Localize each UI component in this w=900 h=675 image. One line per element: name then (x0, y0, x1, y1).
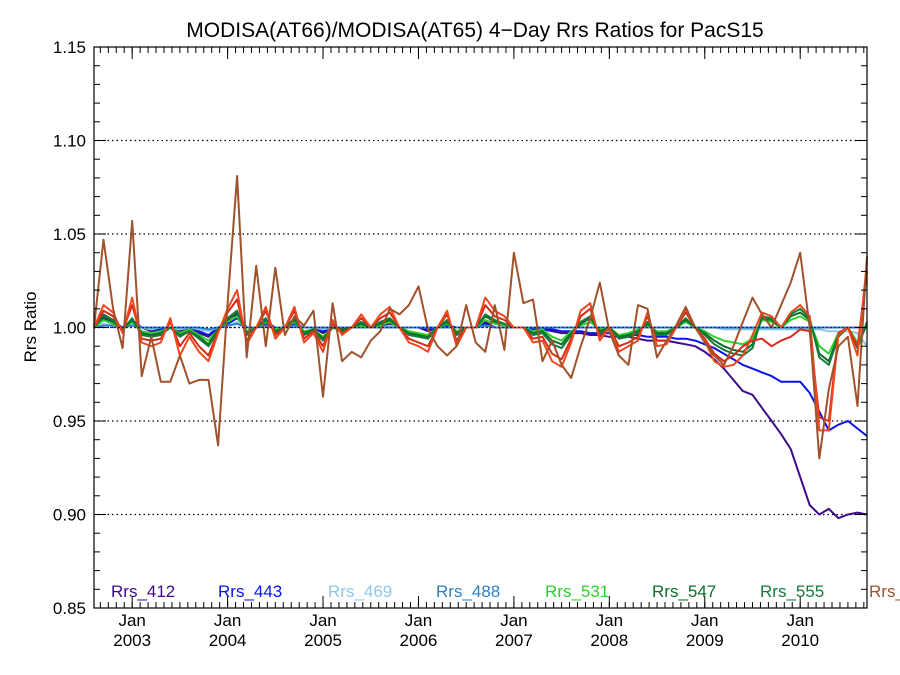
legend-item-7: Rrs_ (869, 582, 900, 601)
x-tick-year-6: 2009 (686, 631, 724, 650)
legend-item-5: Rrs_547 (652, 582, 716, 601)
legend-item-1: Rrs_443 (218, 582, 282, 601)
legend-item-4: Rrs_531 (545, 582, 609, 601)
series-line-9 (93, 175, 868, 460)
y-tick-label-0: 0.85 (53, 599, 86, 618)
x-tick-month-3: Jan (405, 611, 432, 630)
y-tick-label-6: 1.15 (53, 38, 86, 57)
x-tick-month-4: Jan (500, 611, 527, 630)
x-tick-month-2: Jan (309, 611, 336, 630)
x-tick-month-7: Jan (786, 611, 813, 630)
axes (93, 46, 868, 609)
legend-item-6: Rrs_555 (760, 582, 824, 601)
x-tick-month-0: Jan (118, 611, 145, 630)
x-tick-year-5: 2008 (590, 631, 628, 650)
x-tick-year-3: 2006 (400, 631, 438, 650)
legend-item-0: Rrs_412 (111, 582, 175, 601)
x-tick-year-4: 2007 (495, 631, 533, 650)
x-tick-year-1: 2004 (209, 631, 247, 650)
y-tick-label-5: 1.10 (53, 132, 86, 151)
y-tick-label-3: 1.00 (53, 319, 86, 338)
x-tick-year-0: 2003 (113, 631, 151, 650)
x-tick-month-1: Jan (214, 611, 241, 630)
y-tick-label-2: 0.95 (53, 412, 86, 431)
legend-item-3: Rrs_488 (436, 582, 500, 601)
legend: Rrs_412 Rrs_443 Rrs_469 Rrs_488 Rrs_531 Rrs_5… (111, 582, 900, 601)
series-line-8 (93, 261, 868, 432)
legend-item-2: Rrs_469 (328, 582, 392, 601)
series-lines (93, 175, 868, 520)
y-tick-label-4: 1.05 (53, 225, 86, 244)
x-tick-year-2: 2005 (304, 631, 342, 650)
x-tick-labels: Jan2003Jan2004Jan2005Jan2006Jan2007Jan20… (113, 611, 819, 650)
x-tick-month-6: Jan (691, 611, 718, 630)
y-tick-labels: 0.85 0.90 0.95 1.00 1.05 1.10 1.15 (53, 38, 86, 618)
x-tick-month-5: Jan (596, 611, 623, 630)
y-tick-label-1: 0.90 (53, 506, 86, 525)
series-line-6 (93, 307, 868, 366)
x-tick-year-7: 2010 (781, 631, 819, 650)
chart-title: MODISA(AT66)/MODISA(AT65) 4−Day Rrs Rati… (186, 19, 763, 42)
y-axis-label: Rrs Ratio (21, 292, 40, 363)
